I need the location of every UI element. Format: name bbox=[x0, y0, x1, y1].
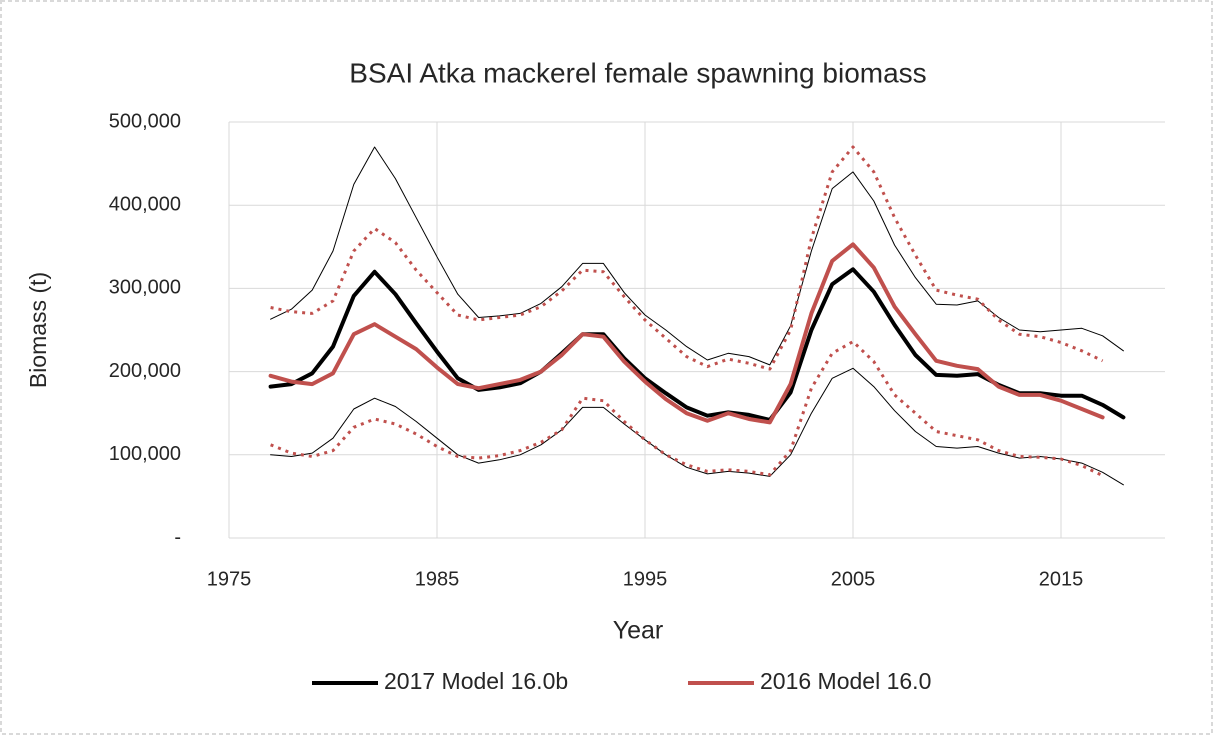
x-tick-label: 2005 bbox=[831, 568, 876, 590]
x-tick-label: 2015 bbox=[1039, 568, 1084, 590]
chart-title: BSAI Atka mackerel female spawning bioma… bbox=[349, 57, 926, 88]
x-tick-label: 1995 bbox=[623, 568, 668, 590]
y-tick-label: 400,000 bbox=[109, 193, 181, 215]
series-line bbox=[270, 146, 1124, 366]
x-tick-label: 1985 bbox=[415, 568, 460, 590]
y-tick-label: - bbox=[174, 526, 181, 548]
y-tick-label: 200,000 bbox=[109, 360, 181, 382]
y-axis-title: Biomass (t) bbox=[25, 272, 51, 388]
y-tick-label: 300,000 bbox=[109, 277, 181, 299]
legend-label: 2016 Model 16.0 bbox=[760, 668, 931, 694]
x-axis-title: Year bbox=[613, 617, 664, 645]
series-line bbox=[268, 242, 1105, 425]
x-tick-label: 1975 bbox=[207, 568, 252, 590]
series-line bbox=[270, 145, 1104, 371]
y-tick-label: 500,000 bbox=[109, 110, 181, 132]
legend-label: 2017 Model 16.0b bbox=[384, 668, 568, 694]
series-line bbox=[270, 367, 1124, 486]
y-tick-label: 100,000 bbox=[109, 443, 181, 465]
series-line bbox=[268, 267, 1126, 422]
